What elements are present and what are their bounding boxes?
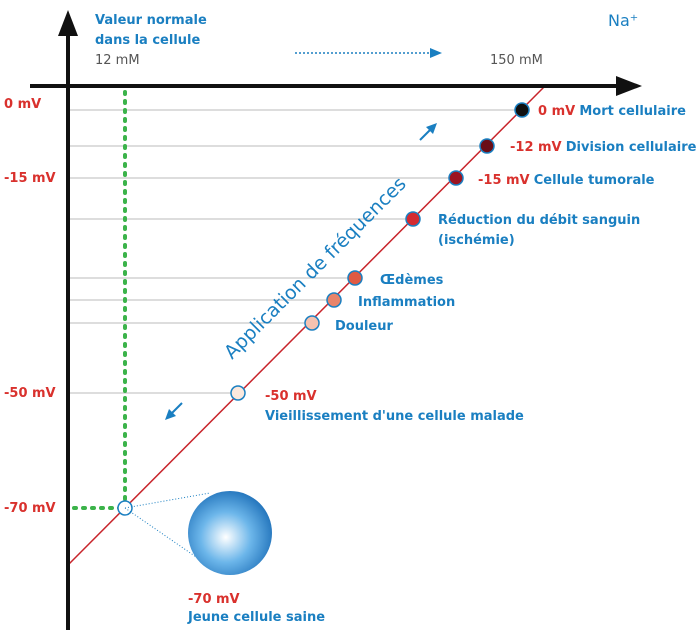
ion-label: Na⁺ xyxy=(608,11,638,30)
state-label: Réduction du débit sanguin xyxy=(438,213,640,228)
state-label: Inflammation xyxy=(358,295,455,310)
state-label: (ischémie) xyxy=(438,233,515,248)
header-text: Valeur normale xyxy=(95,13,207,28)
header-text: dans la cellule xyxy=(95,33,200,48)
state-label: -70 mV xyxy=(188,592,240,607)
header-text: 12 mM xyxy=(95,53,140,68)
arrow-label: Application de fréquences xyxy=(220,173,411,364)
state-label: -12 mV Division cellulaire xyxy=(510,140,696,155)
state-label: 0 mV Mort cellulaire xyxy=(538,104,686,119)
state-label: Œdèmes xyxy=(380,273,444,288)
state-label: -50 mV xyxy=(265,389,317,404)
state-label: -15 mV Cellule tumorale xyxy=(478,173,655,188)
axis-label: -70 mV xyxy=(4,501,56,516)
arrow-head xyxy=(430,48,442,58)
state-label: Douleur xyxy=(335,319,394,334)
header-text: 150 mM xyxy=(490,53,543,68)
axis-label: -50 mV xyxy=(4,386,56,401)
diagram: Valeur normale dans la cellule 12 mM 150… xyxy=(0,0,696,630)
axis-label: 0 mV xyxy=(4,97,41,112)
cell-sphere xyxy=(188,491,272,575)
state-label: Vieillissement d'une cellule malade xyxy=(265,409,524,424)
grid-lines xyxy=(68,110,522,393)
state-label: Jeune cellule saine xyxy=(187,610,325,625)
axis-label: -15 mV xyxy=(4,171,56,186)
